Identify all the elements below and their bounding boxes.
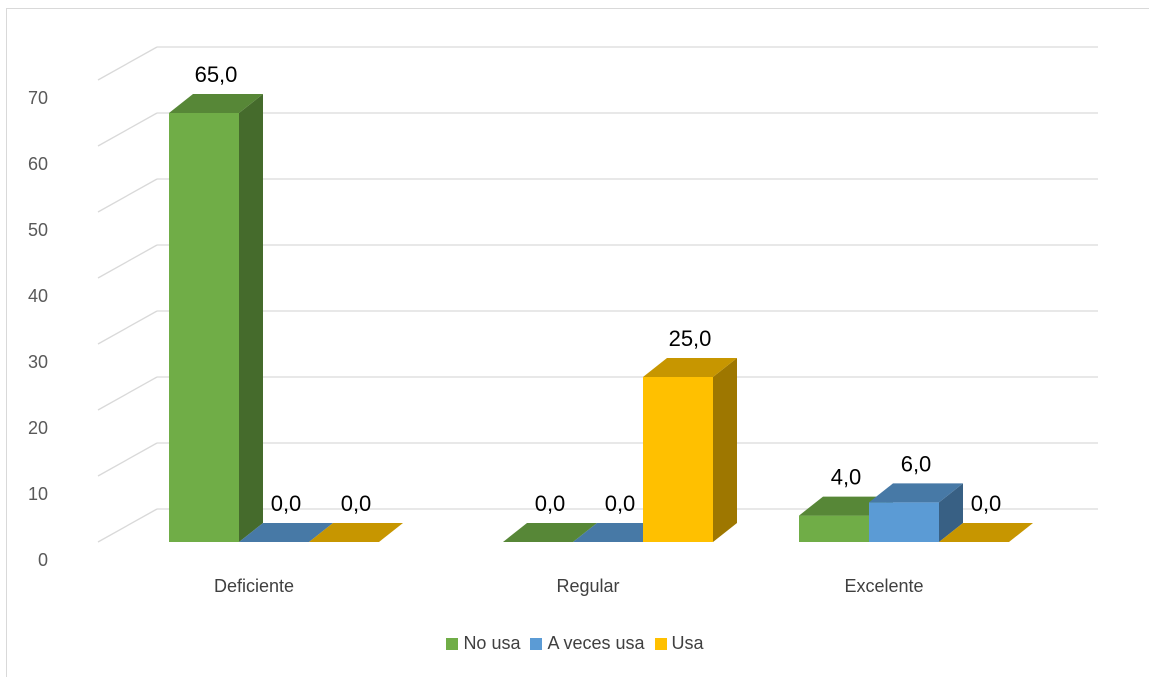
legend-item-no-usa: No usa <box>446 633 520 654</box>
y-tick-label-2: 20 <box>28 418 48 438</box>
data-label-0-2: 0,0 <box>341 491 372 516</box>
data-label-2-0: 4,0 <box>831 465 862 490</box>
gridline-depth-5 <box>97 178 158 213</box>
bar-top-2-2 <box>939 523 1033 542</box>
data-label-1-2: 25,0 <box>669 326 712 351</box>
bar-front-2-1 <box>869 502 939 542</box>
legend-swatch-a-veces-usa <box>530 637 543 650</box>
legend-label-a-veces-usa: A veces usa <box>547 633 645 653</box>
x-category-label-1: Regular <box>556 576 619 596</box>
legend-swatch-usa <box>654 637 667 650</box>
bar-top-0-0 <box>169 94 263 113</box>
bar-top-0-1 <box>239 523 333 542</box>
data-label-0-0: 65,0 <box>195 62 238 87</box>
bar-side-1-2 <box>713 358 737 542</box>
bar-top-1-0 <box>503 523 597 542</box>
legend-label-no-usa: No usa <box>463 633 521 653</box>
data-label-1-1: 0,0 <box>605 491 636 516</box>
gridline-depth-0 <box>97 508 158 543</box>
data-label-2-1: 6,0 <box>901 451 932 476</box>
bar-side-2-1 <box>939 483 963 542</box>
legend: No usa A veces usa Usa <box>0 633 1150 654</box>
x-category-label-0: Deficiente <box>214 576 294 596</box>
legend-label-usa: Usa <box>671 633 704 653</box>
legend-item-a-veces-usa: A veces usa <box>530 633 645 654</box>
gridline-depth-1 <box>97 442 158 477</box>
y-tick-label-0: 0 <box>38 550 48 570</box>
y-tick-label-1: 10 <box>28 484 48 504</box>
data-label-0-1: 0,0 <box>271 491 302 516</box>
bar-top-1-2 <box>643 358 737 377</box>
bar-front-2-0 <box>799 515 869 542</box>
bar-side-0-0 <box>239 94 263 542</box>
gridline-depth-4 <box>97 244 158 279</box>
y-tick-label-6: 60 <box>28 154 48 174</box>
bar-front-0-0 <box>169 113 239 542</box>
data-label-1-0: 0,0 <box>535 491 566 516</box>
legend-item-usa: Usa <box>654 633 704 654</box>
bar-front-1-2 <box>643 377 713 542</box>
bar-top-2-1 <box>869 483 963 503</box>
y-tick-label-4: 40 <box>28 286 48 306</box>
gridline-depth-7 <box>97 46 158 81</box>
legend-swatch-no-usa <box>446 637 459 650</box>
bar-top-0-2 <box>309 523 403 542</box>
data-label-2-2: 0,0 <box>971 491 1002 516</box>
gridline-depth-6 <box>97 112 158 147</box>
y-tick-label-7: 70 <box>28 88 48 108</box>
chart-frame <box>6 8 1149 677</box>
gridline-depth-2 <box>97 376 158 411</box>
y-tick-label-5: 50 <box>28 220 48 240</box>
y-tick-label-3: 30 <box>28 352 48 372</box>
x-category-label-2: Excelente <box>844 576 923 596</box>
gridline-depth-3 <box>97 310 158 345</box>
